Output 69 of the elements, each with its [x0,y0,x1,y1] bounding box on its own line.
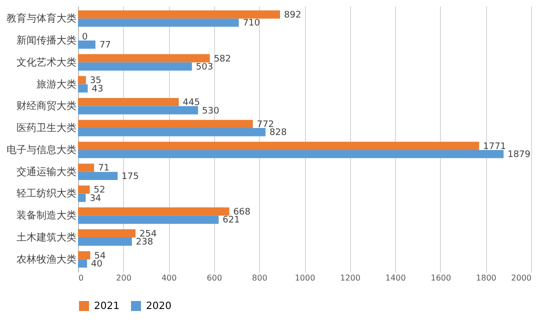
data-label: 621 [222,216,240,226]
data-label: 52 [94,186,106,196]
data-label: 43 [92,84,104,94]
data-label: 503 [196,62,214,72]
y-tick-label: 装备制造大类 [16,210,76,222]
y-tick-label: 教育与体育大类 [6,12,76,25]
x-tick-label: 400 [161,274,177,282]
x-tick-label: 1000 [294,274,316,282]
bar [78,194,86,202]
data-label: 71 [98,164,110,174]
x-tick-label: 600 [206,274,222,282]
bar [78,216,219,224]
data-label: 54 [94,251,106,262]
bar [78,10,280,19]
bar [78,54,210,62]
bar [78,76,86,84]
data-label: 772 [256,120,274,130]
bar [78,238,132,246]
legend-label: 2020 [146,301,172,312]
y-tick-label: 交通运输大类 [16,166,76,178]
data-label: 828 [270,128,287,138]
bar [78,229,136,238]
x-tick-label: 0 [78,274,84,282]
y-tick-label: 文化艺术大类 [16,56,76,68]
y-tick-label: 旅游大类 [36,78,76,90]
data-label: 0 [82,32,88,42]
y-tick-label: 医药卫生大类 [16,122,76,134]
bar [78,120,253,128]
legend-label: 2021 [94,301,120,312]
bar [78,128,266,136]
x-tick-label: 1800 [476,274,496,282]
x-tick-label: 1600 [430,274,452,282]
x-tick-label: 1400 [385,274,406,282]
bar [78,172,118,180]
bar [78,18,239,27]
y-tick-label: 财经商贸大类 [16,100,76,112]
x-tick-label: 2000 [511,274,532,282]
data-label: 40 [91,260,103,270]
bar [78,251,90,260]
bar [78,207,230,216]
bar [78,259,88,268]
data-label: 1879 [508,150,531,160]
bar [78,84,88,92]
bar [78,106,198,114]
bar [78,98,179,106]
x-tick-label: 800 [252,274,268,282]
bar [78,142,480,150]
bar [78,62,192,71]
data-label: 175 [122,172,139,182]
data-label: 238 [136,238,154,248]
data-label: 77 [99,40,111,51]
data-label: 892 [284,10,302,20]
data-label: 1771 [483,142,506,152]
y-tick-label: 电子与信息大类 [6,144,76,156]
y-tick-label: 农林牧渔大类 [16,253,76,266]
bar [78,164,94,172]
data-label: 710 [242,18,260,29]
bar [78,40,96,49]
data-label: 445 [182,98,200,108]
y-tick-label: 轻工纺织大类 [16,188,76,200]
data-label: 34 [90,194,102,204]
data-label: 582 [214,54,232,64]
bar [78,186,90,194]
y-tick-label: 土木建筑大类 [16,232,76,244]
x-tick-label: 200 [116,274,132,282]
y-tick-label: 新闻传播大类 [16,34,76,46]
x-tick-label: 1200 [340,274,360,282]
data-label: 530 [202,106,220,116]
bar [78,150,504,158]
